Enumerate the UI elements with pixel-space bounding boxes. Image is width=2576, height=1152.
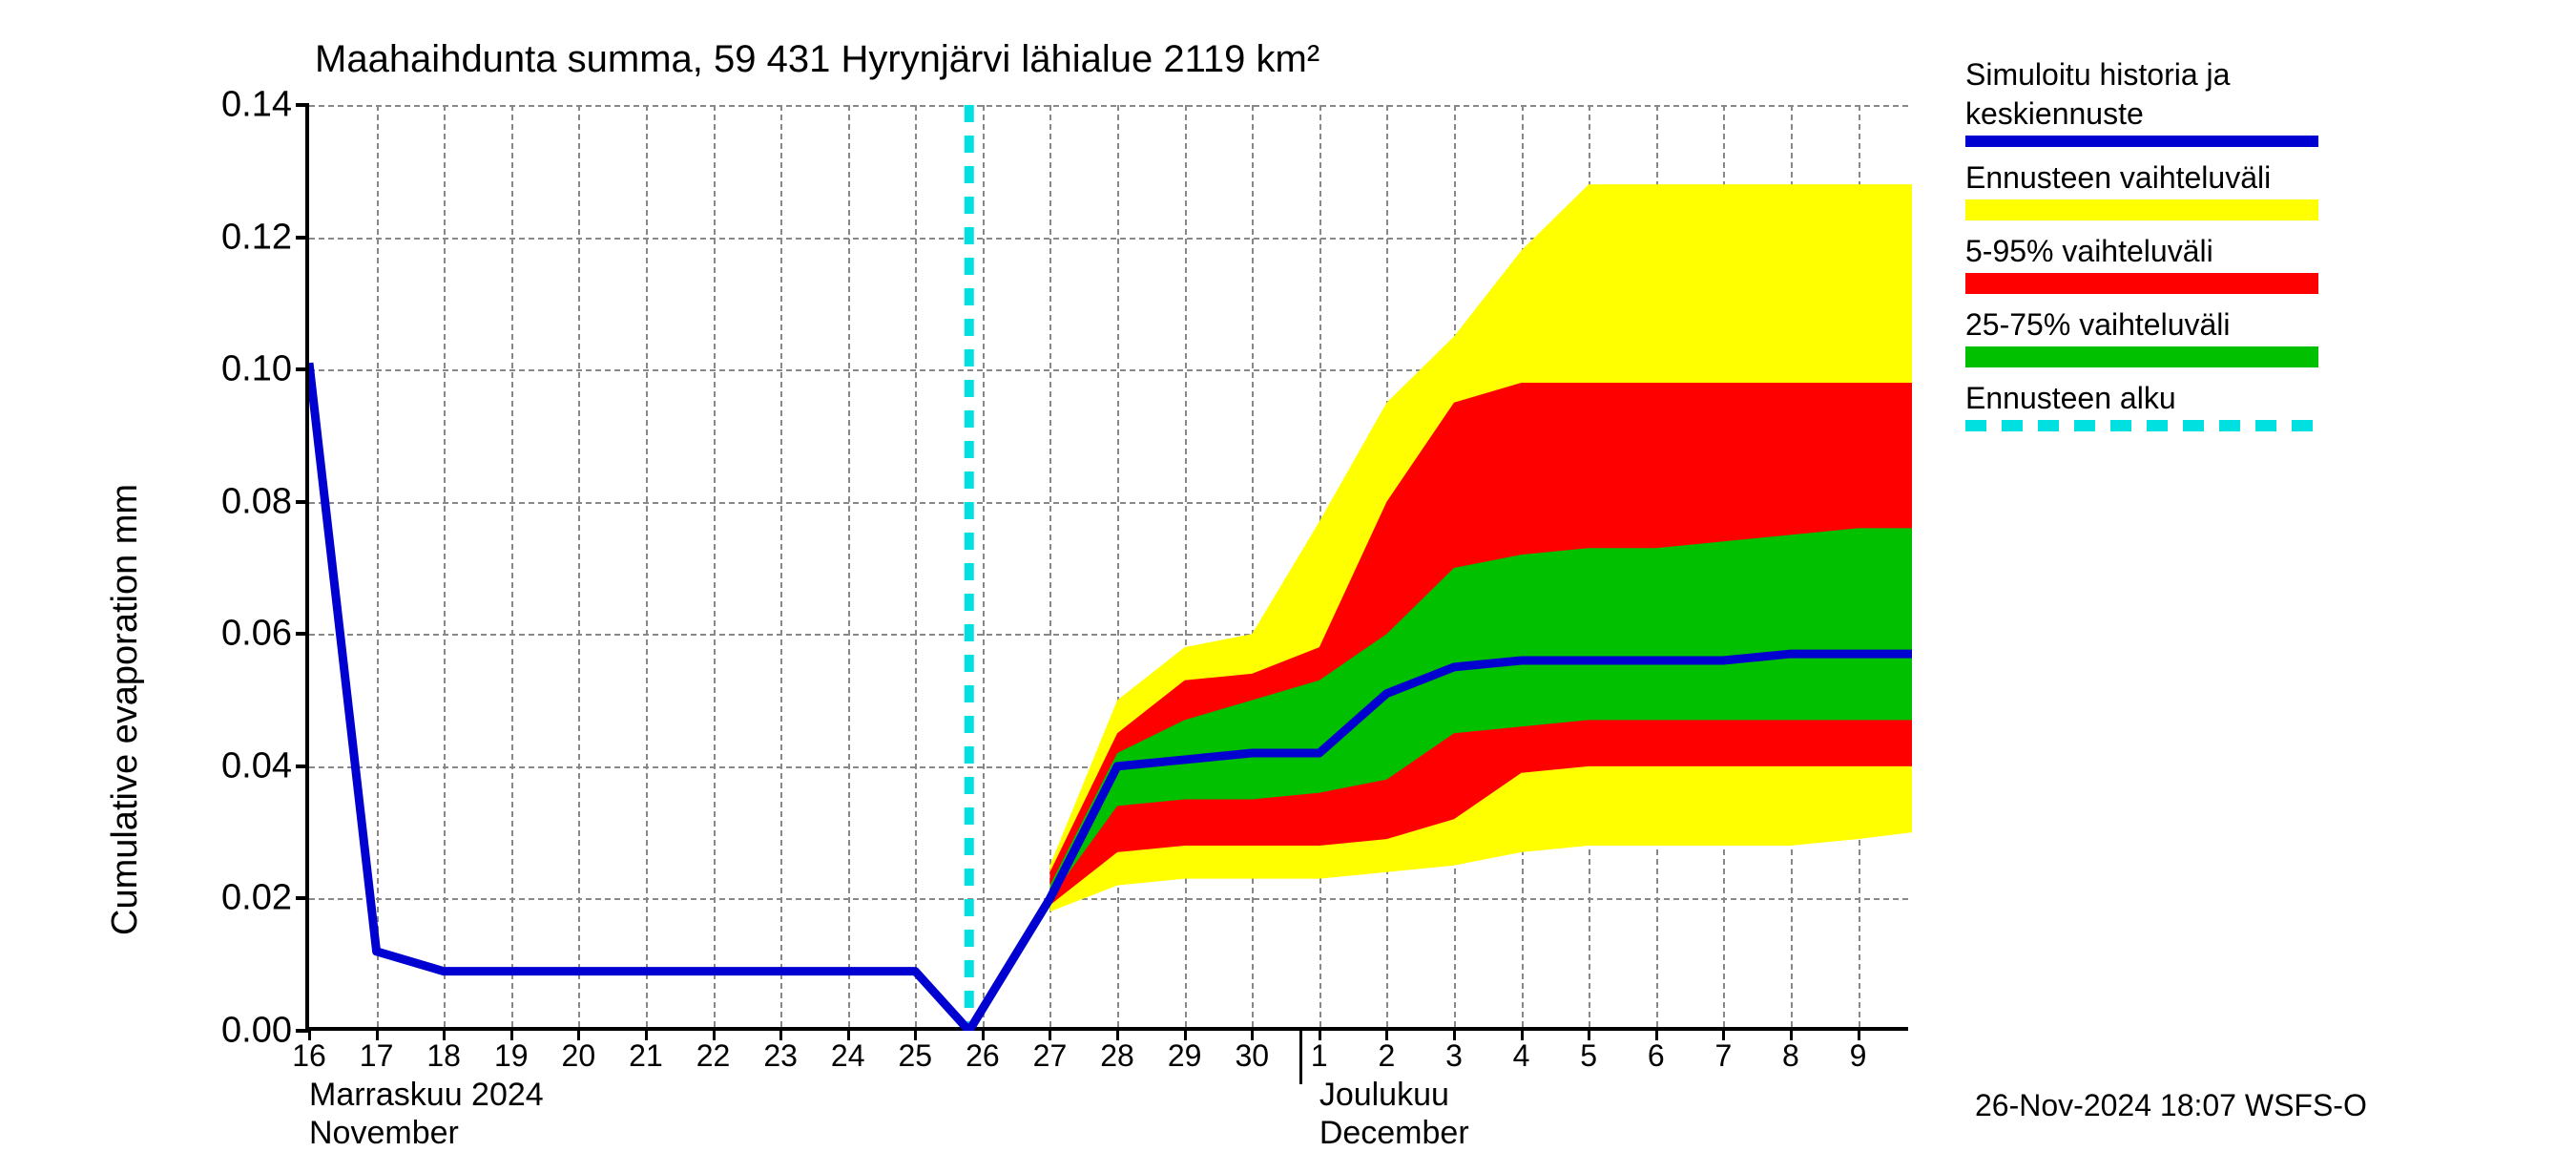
y-tick-label: 0.12 bbox=[221, 217, 292, 258]
x-tick-label: 3 bbox=[1445, 1038, 1463, 1074]
tick-mark-y bbox=[296, 896, 309, 900]
legend-text: 5-95% vaihteluväli bbox=[1965, 234, 2318, 269]
tick-mark-y bbox=[296, 103, 309, 107]
x-tick-label: 4 bbox=[1513, 1038, 1530, 1074]
x-tick-label: 26 bbox=[966, 1038, 1000, 1074]
x-tick-label: 2 bbox=[1379, 1038, 1396, 1074]
x-tick-label: 23 bbox=[763, 1038, 798, 1074]
x-tick-label: 7 bbox=[1714, 1038, 1732, 1074]
x-tick-label: 17 bbox=[360, 1038, 394, 1074]
x-tick-label: 1 bbox=[1311, 1038, 1328, 1074]
x-tick-label: 30 bbox=[1235, 1038, 1269, 1074]
chart-title: Maahaihdunta summa, 59 431 Hyrynjärvi lä… bbox=[315, 38, 1319, 81]
legend: Simuloitu historia jakeskiennuste Ennuste… bbox=[1965, 57, 2318, 445]
month-label-2-en: December bbox=[1319, 1115, 1469, 1152]
x-tick-label: 27 bbox=[1033, 1038, 1068, 1074]
month-separator bbox=[1299, 1027, 1302, 1084]
x-tick-label: 19 bbox=[494, 1038, 529, 1074]
x-tick-label: 29 bbox=[1168, 1038, 1202, 1074]
x-tick-label: 22 bbox=[696, 1038, 731, 1074]
y-tick-label: 0.04 bbox=[221, 745, 292, 786]
y-tick-label: 0.00 bbox=[221, 1011, 292, 1052]
tick-mark-y bbox=[296, 367, 309, 371]
y-tick-label: 0.06 bbox=[221, 614, 292, 655]
tick-mark-y bbox=[296, 765, 309, 768]
x-tick-label: 20 bbox=[562, 1038, 596, 1074]
x-tick-label: 21 bbox=[629, 1038, 663, 1074]
y-tick-label: 0.10 bbox=[221, 349, 292, 390]
y-tick-label: 0.02 bbox=[221, 878, 292, 919]
plot-area: 0.000.020.040.060.080.100.120.1416171819… bbox=[305, 105, 1908, 1031]
chart-svg bbox=[309, 105, 1912, 1031]
legend-text: keskiennuste bbox=[1965, 96, 2318, 132]
month-label-1-en: November bbox=[309, 1115, 459, 1152]
x-tick-label: 9 bbox=[1850, 1038, 1867, 1074]
y-tick-label: 0.14 bbox=[221, 85, 292, 126]
legend-text: Ennusteen vaihteluväli bbox=[1965, 160, 2318, 196]
legend-text: Ennusteen alku bbox=[1965, 381, 2318, 416]
tick-mark-y bbox=[296, 1029, 309, 1033]
x-tick-label: 28 bbox=[1100, 1038, 1134, 1074]
x-tick-label: 5 bbox=[1580, 1038, 1597, 1074]
x-tick-label: 24 bbox=[831, 1038, 865, 1074]
y-axis-label: Cumulative evaporation mm bbox=[105, 484, 146, 935]
legend-color-swatch bbox=[1965, 199, 2318, 220]
tick-mark-y bbox=[296, 632, 309, 636]
tick-mark-y bbox=[296, 236, 309, 240]
x-tick-label: 6 bbox=[1648, 1038, 1665, 1074]
legend-text: 25-75% vaihteluväli bbox=[1965, 307, 2318, 343]
month-label-2-fi: Joulukuu bbox=[1319, 1077, 1449, 1114]
x-tick-label: 25 bbox=[898, 1038, 932, 1074]
month-label-1-fi: Marraskuu 2024 bbox=[309, 1077, 544, 1114]
legend-color-swatch bbox=[1965, 273, 2318, 294]
x-tick-label: 16 bbox=[292, 1038, 326, 1074]
legend-text: Simuloitu historia ja bbox=[1965, 57, 2318, 93]
legend-color-swatch bbox=[1965, 346, 2318, 367]
x-tick-label: 8 bbox=[1782, 1038, 1799, 1074]
y-tick-label: 0.08 bbox=[221, 481, 292, 522]
x-tick-label: 18 bbox=[426, 1038, 461, 1074]
tick-mark-y bbox=[296, 500, 309, 504]
timestamp-label: 26-Nov-2024 18:07 WSFS-O bbox=[1975, 1088, 2367, 1123]
legend-line-swatch bbox=[1965, 136, 2318, 147]
legend-dash-swatch bbox=[1965, 420, 2318, 431]
